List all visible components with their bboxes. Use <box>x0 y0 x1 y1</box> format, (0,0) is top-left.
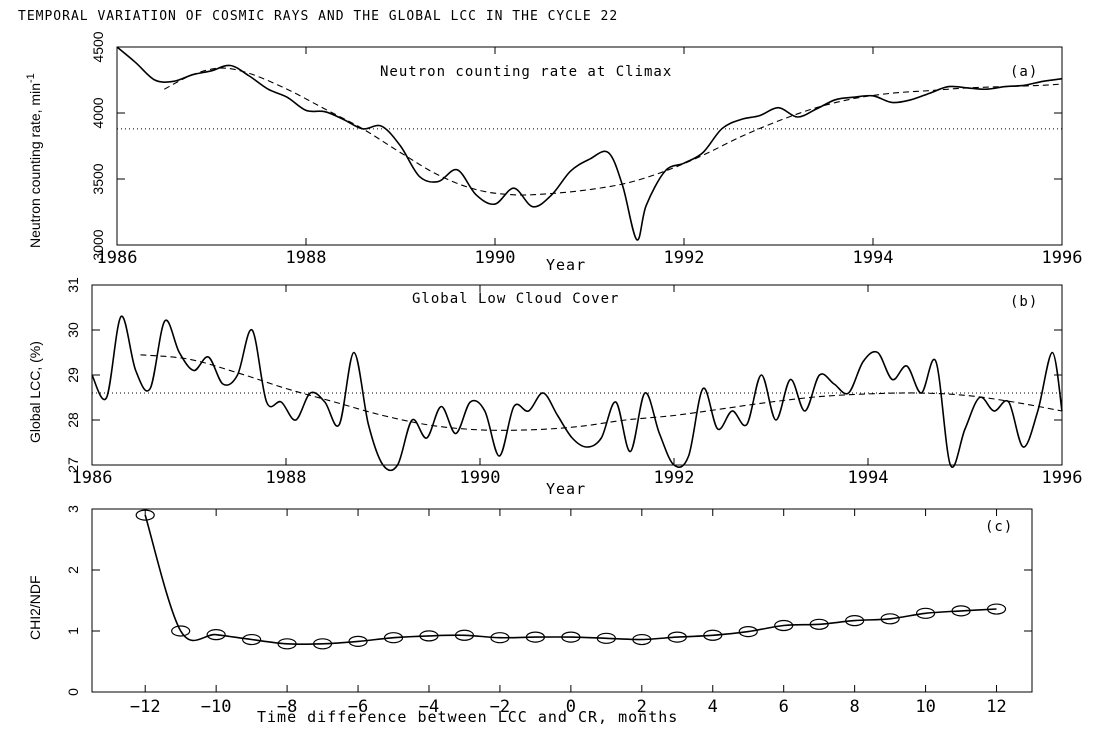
panel-b-ylabel: Global LCC, (%) <box>27 341 43 443</box>
panel-b-xlabel: Year <box>546 480 586 498</box>
panel-c-data-point <box>383 632 404 644</box>
panel-c-xtick-label: 0 <box>566 697 576 717</box>
panel-b-fit-curve <box>140 354 1063 431</box>
panel-a-label: (a) <box>1010 64 1038 80</box>
panel-c-xlabel: Time difference between LCC and CR, mont… <box>257 708 678 726</box>
panel-c-data-point <box>880 613 900 625</box>
panel-c-data-point <box>703 629 723 641</box>
panel-c-data-point <box>915 607 936 619</box>
panel-c-data-point <box>809 618 829 630</box>
panel-c-fit-curve <box>144 514 997 646</box>
panel-c-data-point <box>242 633 262 646</box>
panel-b-xtick-label: 1994 <box>848 468 889 488</box>
figure-title: TEMPORAL VARIATION OF COSMIC RAYS AND TH… <box>18 9 618 24</box>
panel-c-data-point <box>348 635 368 647</box>
panel-b-data-curve <box>91 315 1063 472</box>
panel-c-data-point <box>206 629 226 641</box>
panel-c-data-point <box>738 626 758 638</box>
panel-b-ytick-label: 31 <box>65 277 81 293</box>
panel-c-data-point <box>454 629 475 641</box>
panel-b-ytick-label: 29 <box>65 367 81 383</box>
panel-c-data-point <box>632 633 652 646</box>
panel-c-data-point <box>277 638 297 650</box>
panel-b-xtick-label: 1986 <box>72 468 113 488</box>
panel-c-xtick-label: −8 <box>277 697 297 717</box>
panel-c-xtick-label: 6 <box>779 697 789 717</box>
panel-c-ytick-label: 3 <box>65 505 81 513</box>
panel-a-ytick-label: 4500 <box>90 31 106 62</box>
panel-c-data-point <box>774 619 794 632</box>
panel-c-xtick-label: 2 <box>637 697 647 717</box>
panel-c-data-point <box>490 632 510 644</box>
panel-c-label: (c) <box>985 519 1013 535</box>
panel-a-ticks: 1986 1988 1990 1992 1994 1996 3000 3500 4000 4500 <box>90 31 1082 268</box>
panel-c-data-point <box>845 615 865 627</box>
panel-c-xtick-label: −6 <box>348 697 368 717</box>
panel-c-data-point <box>171 625 191 637</box>
panel-a-xtick-label: 1996 <box>1042 248 1083 268</box>
panel-c-ytick-label: 1 <box>65 627 81 635</box>
panel-b-xtick-label: 1992 <box>654 468 695 488</box>
panel-a-ytick-label: 3000 <box>90 229 106 260</box>
panel-b-label: (b) <box>1010 294 1038 310</box>
panel-b-xtick-label: 1988 <box>266 468 307 488</box>
panel-a-neutron-rate: 1986 1988 1990 1992 1994 1996 3000 3500 4000 4500… <box>25 31 1082 274</box>
panel-b-ticks: 1986 1988 1990 1992 1994 1996 27 28 29 30 31 <box>65 277 1082 488</box>
panel-c-ytick-label: 2 <box>65 566 81 574</box>
panel-b-ytick-label: 27 <box>65 457 81 473</box>
panel-c-data-point <box>951 605 971 617</box>
panel-c-frame <box>91 508 1033 693</box>
panel-a-ylabel-text: Neutron counting rate, min <box>27 83 43 248</box>
panel-c-xtick-label: 12 <box>986 697 1006 717</box>
panel-c-data-point <box>135 509 155 521</box>
panel-a-frame <box>116 46 1063 246</box>
panel-c-data-point <box>419 630 439 642</box>
panel-c-data-point <box>525 631 545 643</box>
panel-a-xtick-label: 1988 <box>286 248 327 268</box>
panel-c-xtick-label: −10 <box>201 697 232 717</box>
panel-a-ylabel: Neutron counting rate, min-1 <box>25 73 43 248</box>
panel-b-ytick-label: 28 <box>65 412 81 428</box>
panel-b-xtick-label: 1996 <box>1042 468 1083 488</box>
panel-b-annotation: Global Low Cloud Cover <box>412 291 619 307</box>
panel-a-fit-curve <box>164 67 1063 196</box>
panel-b-xtick-label: 1990 <box>460 468 501 488</box>
panel-c-data-point <box>986 603 1007 615</box>
panel-a-ytick-label: 4000 <box>90 97 106 128</box>
panel-a-xtick-label: 1992 <box>664 248 705 268</box>
panel-b-low-cloud-cover: 1986 1988 1990 1992 1994 1996 27 28 29 30 31 Globa… <box>27 277 1082 498</box>
panel-c-data-point <box>667 631 687 643</box>
panel-c-xtick-label: −2 <box>490 697 510 717</box>
panel-c-xtick-label: 4 <box>708 697 718 717</box>
panel-c-ylabel: CHI2/NDF <box>27 575 43 640</box>
panel-c-data-point <box>561 631 581 643</box>
panel-a-ytick-label: 3500 <box>90 163 106 194</box>
panel-c-data-point <box>596 632 616 644</box>
panel-a-xtick-label: 1994 <box>853 248 894 268</box>
panel-a-xtick-label: 1990 <box>475 248 516 268</box>
panel-c-data-point <box>312 638 333 650</box>
panel-a-xtick-label: 1986 <box>97 248 138 268</box>
panel-a-xlabel: Year <box>546 256 586 274</box>
panel-c-xtick-label: −12 <box>130 697 161 717</box>
panel-c-xtick-label: 10 <box>915 697 935 717</box>
panel-a-ylabel-sup: -1 <box>25 73 37 83</box>
panel-c-xtick-label: −4 <box>419 697 439 717</box>
panel-a-annotation: Neutron counting rate at Climax <box>380 64 672 80</box>
panel-c-xtick-label: 8 <box>850 697 860 717</box>
panel-c-points <box>135 509 1007 650</box>
panel-a-data-curve <box>116 46 1063 241</box>
panel-c-ytick-label: 0 <box>65 688 81 696</box>
panel-b-ytick-label: 30 <box>65 322 81 338</box>
